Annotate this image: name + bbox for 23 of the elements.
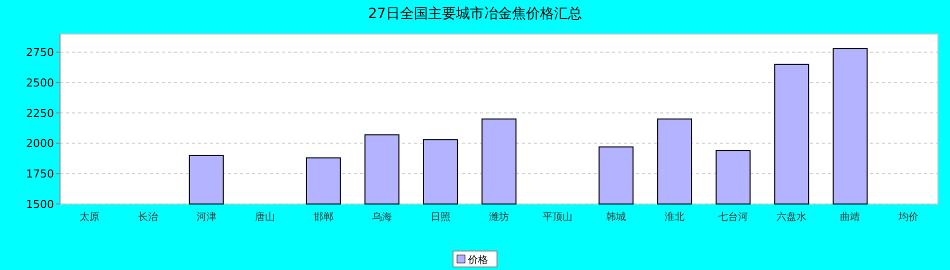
- x-tick-label: 河津: [196, 211, 216, 223]
- y-tick-label: 2000: [26, 137, 54, 150]
- x-tick-label: 唐山: [254, 211, 275, 223]
- x-tick-label: 淮北: [664, 211, 685, 223]
- x-tick-label: 平顶山: [542, 211, 573, 223]
- chart-title: 27日全国主要城市冶金焦价格汇总: [368, 6, 582, 22]
- y-tick-label: 2250: [26, 106, 54, 120]
- x-tick-label: 均价: [898, 211, 919, 223]
- x-tick-label: 长治: [138, 211, 158, 223]
- x-tick-label: 乌海: [372, 211, 392, 223]
- y-tick-label: 2750: [26, 46, 54, 60]
- y-tick-label: 1500: [26, 198, 54, 211]
- x-tick-label: 七台河: [718, 211, 748, 223]
- x-tick-label: 邯郸: [313, 211, 334, 223]
- x-tick-label: 六盘水: [776, 211, 807, 223]
- x-tick-label: 韩城: [606, 211, 626, 223]
- x-tick-label: 日照: [430, 212, 450, 223]
- y-tick-label: 1750: [26, 167, 54, 180]
- y-tick-label: 2500: [26, 76, 54, 90]
- x-tick-label: 潍坊: [489, 211, 509, 223]
- x-tick-label: 太原: [79, 211, 100, 223]
- x-tick-label: 曲靖: [840, 211, 860, 223]
- legend-label: 价格: [467, 254, 488, 266]
